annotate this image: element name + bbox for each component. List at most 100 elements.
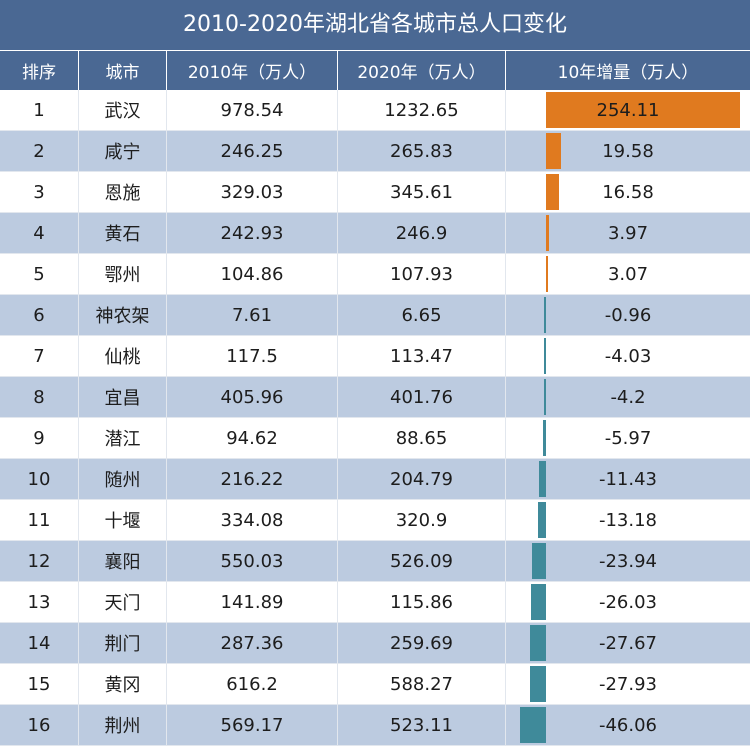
city-cell: 鄂州	[79, 254, 167, 294]
rank-cell: 6	[0, 295, 79, 335]
city-cell: 仙桃	[79, 336, 167, 376]
delta-bar	[546, 92, 740, 128]
city-cell: 襄阳	[79, 541, 167, 581]
city-cell: 恩施	[79, 172, 167, 212]
rank-cell: 1	[0, 90, 79, 130]
city-cell: 十堰	[79, 500, 167, 540]
delta-bar	[531, 584, 546, 620]
table-row: 8 宜昌 405.96 401.76 -4.2	[0, 377, 750, 418]
delta-cell: 3.97	[607, 222, 649, 244]
value-2010-cell: 94.62	[167, 418, 338, 458]
delta-bar	[544, 297, 546, 333]
delta-bar	[543, 338, 546, 374]
delta-bar	[539, 461, 546, 497]
delta-bar	[546, 215, 550, 251]
value-2010-cell: 117.5	[167, 336, 338, 376]
table-row: 6 神农架 7.61 6.65 -0.96	[0, 295, 750, 336]
delta-cell: -26.03	[598, 591, 658, 613]
delta-cell: -0.96	[604, 304, 652, 326]
value-2010-cell: 104.86	[167, 254, 338, 294]
table-row: 10 随州 216.22 204.79 -11.43	[0, 459, 750, 500]
delta-cell: -11.43	[598, 468, 658, 490]
header-delta: 10年增量（万人）	[557, 63, 699, 83]
delta-bar	[530, 625, 546, 661]
city-cell: 咸宁	[79, 131, 167, 171]
delta-cell: -27.67	[598, 632, 658, 654]
value-2010-cell: 978.54	[167, 90, 338, 130]
rank-cell: 13	[0, 582, 79, 622]
delta-bar	[542, 420, 546, 456]
delta-bar	[546, 133, 561, 169]
rank-cell: 10	[0, 459, 79, 499]
city-cell: 黄石	[79, 213, 167, 253]
value-2010-cell: 216.22	[167, 459, 338, 499]
value-2020-cell: 588.27	[338, 664, 506, 704]
city-cell: 黄冈	[79, 664, 167, 704]
table-row: 5 鄂州 104.86 107.93 3.07	[0, 254, 750, 295]
value-2020-cell: 401.76	[338, 377, 506, 417]
delta-cell: -23.94	[598, 550, 658, 572]
city-cell: 神农架	[79, 295, 167, 335]
table-row: 14 荆门 287.36 259.69 -27.67	[0, 623, 750, 664]
table-row: 11 十堰 334.08 320.9 -13.18	[0, 500, 750, 541]
city-cell: 宜昌	[79, 377, 167, 417]
table-title: 2010-2020年湖北省各城市总人口变化	[0, 0, 750, 50]
value-2010-cell: 569.17	[167, 705, 338, 745]
delta-bar	[532, 543, 546, 579]
value-2010-cell: 334.08	[167, 500, 338, 540]
table-row: 12 襄阳 550.03 526.09 -23.94	[0, 541, 750, 582]
value-2020-cell: 246.9	[338, 213, 506, 253]
value-2010-cell: 242.93	[167, 213, 338, 253]
value-2020-cell: 526.09	[338, 541, 506, 581]
table-row: 13 天门 141.89 115.86 -26.03	[0, 582, 750, 623]
value-2020-cell: 259.69	[338, 623, 506, 663]
rank-cell: 9	[0, 418, 79, 458]
table-row: 15 黄冈 616.2 588.27 -27.93	[0, 664, 750, 705]
rank-cell: 15	[0, 664, 79, 704]
value-2020-cell: 88.65	[338, 418, 506, 458]
header-2020: 2020年（万人）	[338, 51, 506, 90]
header-city: 城市	[79, 51, 167, 90]
delta-cell: -5.97	[604, 427, 652, 449]
value-2010-cell: 287.36	[167, 623, 338, 663]
delta-cell: 19.58	[602, 140, 654, 162]
delta-bar	[543, 379, 546, 415]
rank-cell: 3	[0, 172, 79, 212]
value-2020-cell: 115.86	[338, 582, 506, 622]
delta-cell: -4.03	[604, 345, 652, 367]
delta-bar	[546, 174, 559, 210]
city-cell: 天门	[79, 582, 167, 622]
header-rank: 排序	[0, 51, 79, 90]
value-2020-cell: 1232.65	[338, 90, 506, 130]
table-row: 16 荆州 569.17 523.11 -46.06	[0, 705, 750, 746]
city-cell: 随州	[79, 459, 167, 499]
rank-cell: 12	[0, 541, 79, 581]
value-2020-cell: 6.65	[338, 295, 506, 335]
rank-cell: 7	[0, 336, 79, 376]
delta-bar	[546, 256, 549, 292]
value-2010-cell: 405.96	[167, 377, 338, 417]
rank-cell: 8	[0, 377, 79, 417]
value-2010-cell: 616.2	[167, 664, 338, 704]
value-2010-cell: 246.25	[167, 131, 338, 171]
table-row: 2 咸宁 246.25 265.83 19.58	[0, 131, 750, 172]
rank-cell: 11	[0, 500, 79, 540]
header-2010: 2010年（万人）	[167, 51, 338, 90]
value-2020-cell: 523.11	[338, 705, 506, 745]
value-2010-cell: 550.03	[167, 541, 338, 581]
value-2020-cell: 345.61	[338, 172, 506, 212]
rank-cell: 5	[0, 254, 79, 294]
value-2020-cell: 265.83	[338, 131, 506, 171]
city-cell: 武汉	[79, 90, 167, 130]
table-row: 3 恩施 329.03 345.61 16.58	[0, 172, 750, 213]
delta-cell: -4.2	[610, 386, 646, 408]
delta-cell: -46.06	[598, 714, 658, 736]
value-2010-cell: 7.61	[167, 295, 338, 335]
rank-cell: 4	[0, 213, 79, 253]
city-cell: 潜江	[79, 418, 167, 458]
value-2010-cell: 141.89	[167, 582, 338, 622]
delta-cell: 3.07	[607, 263, 649, 285]
value-2020-cell: 107.93	[338, 254, 506, 294]
table-row: 4 黄石 242.93 246.9 3.97	[0, 213, 750, 254]
table-row: 7 仙桃 117.5 113.47 -4.03	[0, 336, 750, 377]
